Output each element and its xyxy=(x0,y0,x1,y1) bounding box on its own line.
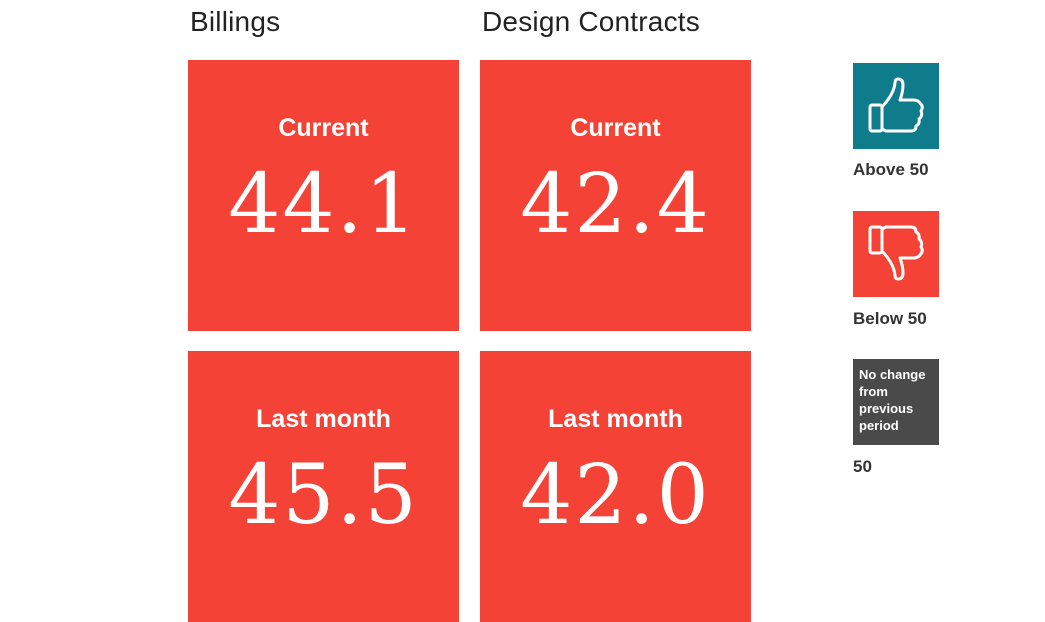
legend-below-box xyxy=(853,211,939,297)
tile-value: 45.5 xyxy=(228,448,419,543)
billings-title: Billings xyxy=(190,6,281,37)
tile-label: Last month xyxy=(548,405,683,433)
tile-value: 42.4 xyxy=(520,157,711,252)
legend-above-label: Above 50 xyxy=(853,160,929,179)
billings-current-tile: Current 44.1 xyxy=(188,60,459,331)
thumbs-up-icon xyxy=(868,77,924,133)
legend-above-box xyxy=(853,63,939,149)
legend-nochange-box: No change from previous period xyxy=(853,359,939,445)
legend-below-label: Below 50 xyxy=(853,309,927,328)
billings-last-month-tile: Last month 45.5 xyxy=(188,351,459,622)
thumbs-down-icon xyxy=(868,225,924,281)
design-contracts-current-tile: Current 42.4 xyxy=(480,60,751,331)
tile-value: 42.0 xyxy=(520,448,711,543)
legend-nochange-label: 50 xyxy=(853,457,872,476)
design-contracts-last-month-tile: Last month 42.0 xyxy=(480,351,751,622)
tile-value: 44.1 xyxy=(228,157,419,252)
tile-label: Current xyxy=(278,114,369,142)
tile-label: Last month xyxy=(256,405,391,433)
tile-label: Current xyxy=(570,114,661,142)
design-contracts-title: Design Contracts xyxy=(482,6,700,37)
legend-nochange-box-text: No change from previous period xyxy=(859,367,926,433)
